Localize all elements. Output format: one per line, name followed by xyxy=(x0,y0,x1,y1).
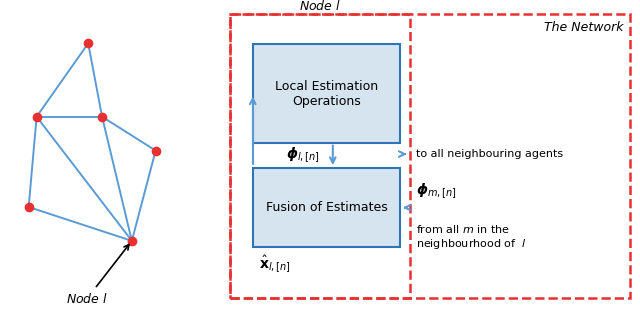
Bar xyxy=(230,14,630,298)
Text: Node $l$: Node $l$ xyxy=(66,244,129,306)
Text: $\hat{\mathbf{x}}_{l,[n]}$: $\hat{\mathbf{x}}_{l,[n]}$ xyxy=(259,254,291,275)
Text: from all $m$ in the
neighbourhood of  $l$: from all $m$ in the neighbourhood of $l$ xyxy=(416,223,527,251)
Text: Fusion of Estimates: Fusion of Estimates xyxy=(266,201,387,214)
Text: $\boldsymbol{\phi}_{m,[n]}$: $\boldsymbol{\phi}_{m,[n]}$ xyxy=(416,182,456,201)
Bar xyxy=(253,44,400,143)
Bar xyxy=(230,14,410,298)
Text: Local Estimation
Operations: Local Estimation Operations xyxy=(275,80,378,107)
Text: to all neighbouring agents: to all neighbouring agents xyxy=(416,149,563,159)
Text: Node $l$: Node $l$ xyxy=(299,0,341,13)
Text: $\boldsymbol{\phi}_{l,[n]}$: $\boldsymbol{\phi}_{l,[n]}$ xyxy=(286,146,320,165)
Text: The Network: The Network xyxy=(545,21,624,34)
Bar xyxy=(253,168,400,247)
